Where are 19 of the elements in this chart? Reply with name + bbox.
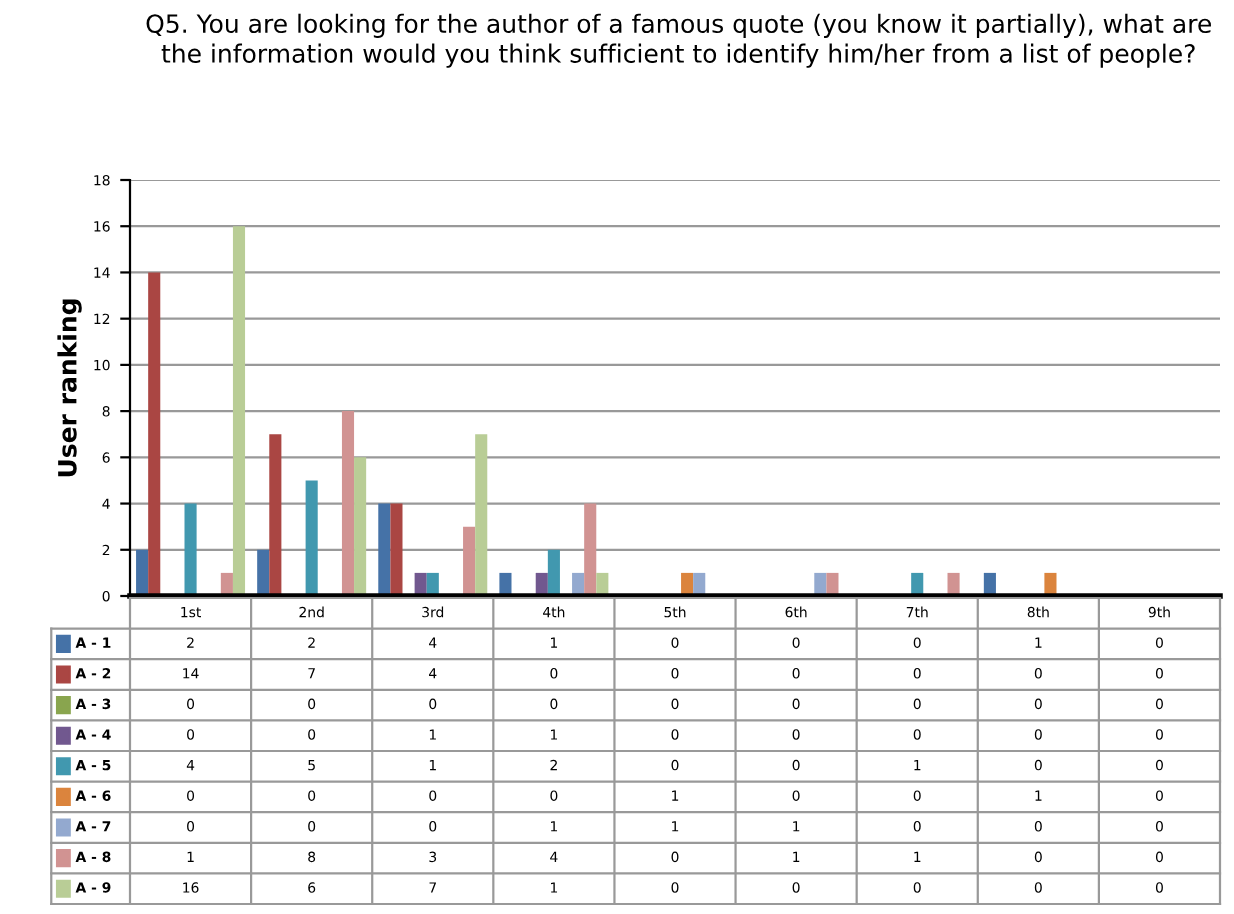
bar <box>148 272 161 596</box>
bar <box>584 503 597 596</box>
bar <box>305 480 318 596</box>
bar <box>184 503 197 596</box>
bar <box>136 549 149 596</box>
bar <box>378 503 391 596</box>
chart-title: Q5. You are looking for the author of a famous quote (you know it partially), what are the information would you think sufficient to identify him/her from a list of people? <box>146 13 1211 68</box>
bar <box>547 549 560 596</box>
bar <box>463 526 476 596</box>
bar <box>354 457 367 596</box>
bar <box>269 434 282 596</box>
bar <box>341 411 355 596</box>
bar <box>257 549 270 596</box>
bar <box>1044 572 1057 596</box>
bar <box>390 503 403 596</box>
bar <box>232 226 246 596</box>
bar <box>499 572 512 596</box>
bar <box>475 434 488 596</box>
y-axis-title: User ranking <box>57 299 82 477</box>
